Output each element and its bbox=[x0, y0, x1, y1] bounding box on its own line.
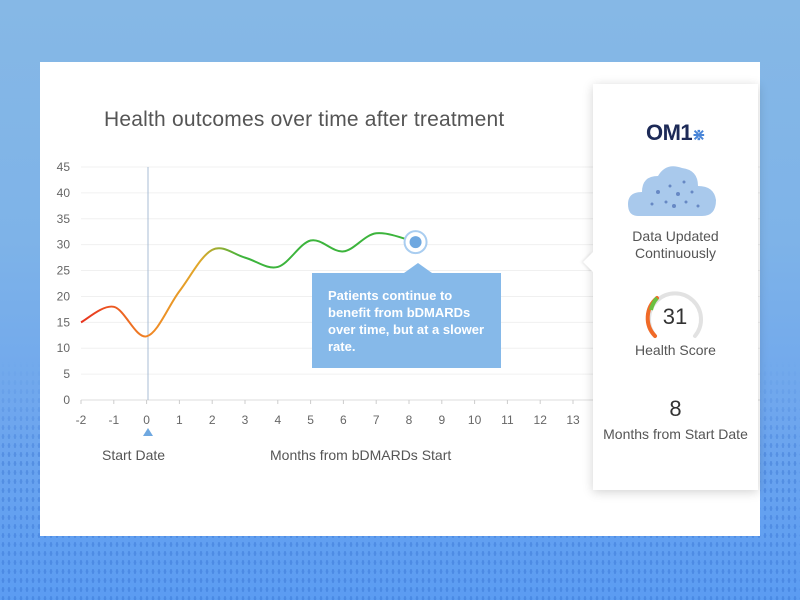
cloud-data-icon bbox=[628, 166, 716, 216]
y-tick-label: 25 bbox=[57, 264, 71, 278]
data-updated-label: Data Updated Continuously bbox=[632, 228, 719, 261]
x-tick-label: 9 bbox=[438, 413, 445, 427]
x-tick-label: 11 bbox=[501, 413, 514, 427]
y-tick-label: 45 bbox=[57, 160, 71, 174]
y-tick-label: 20 bbox=[57, 289, 71, 303]
annotation-callout: Patients continue to benefit from bDMARD… bbox=[312, 263, 501, 368]
start-date-marker-icon bbox=[143, 428, 153, 436]
health-score-value: 31 bbox=[663, 304, 687, 329]
start-date-label: Start Date bbox=[102, 447, 165, 463]
x-tick-label: 1 bbox=[176, 413, 183, 427]
y-tick-label: 10 bbox=[57, 341, 71, 355]
chart-card: Health outcomes over time after treatmen… bbox=[40, 62, 760, 536]
highlight-point[interactable] bbox=[409, 236, 422, 249]
x-tick-label: 13 bbox=[566, 413, 580, 427]
x-axis-label: Months from bDMARDs Start bbox=[270, 447, 451, 463]
x-tick-label: 3 bbox=[242, 413, 249, 427]
chart-title: Health outcomes over time after treatmen… bbox=[104, 108, 505, 131]
x-tick-label: 6 bbox=[340, 413, 347, 427]
om1-logo: OM1⋇ bbox=[645, 120, 706, 145]
x-tick-label: -2 bbox=[76, 413, 87, 427]
x-tick-label: -1 bbox=[108, 413, 119, 427]
x-tick-label: 7 bbox=[373, 413, 380, 427]
x-tick-label: 2 bbox=[209, 413, 216, 427]
y-tick-label: 30 bbox=[57, 238, 71, 252]
y-tick-label: 15 bbox=[57, 315, 71, 329]
logo-mark-icon: ⋇ bbox=[692, 127, 706, 144]
x-tick-label: 0 bbox=[143, 413, 150, 427]
y-tick-label: 40 bbox=[57, 186, 71, 200]
info-panel: OM1⋇ Data Updated Continuously 31 Health… bbox=[593, 84, 758, 490]
x-tick-label: 4 bbox=[274, 413, 281, 427]
x-tick-label: 5 bbox=[307, 413, 314, 427]
y-tick-label: 5 bbox=[63, 367, 70, 381]
x-tick-label: 12 bbox=[534, 413, 548, 427]
x-tick-label: 8 bbox=[406, 413, 413, 427]
health-score-label: Health Score bbox=[635, 342, 716, 358]
y-tick-label: 0 bbox=[63, 393, 70, 407]
months-label: Months from Start Date bbox=[603, 426, 748, 442]
months-value: 8 bbox=[669, 396, 682, 421]
series-line bbox=[80, 232, 416, 338]
x-tick-label: 10 bbox=[468, 413, 482, 427]
y-tick-label: 35 bbox=[57, 212, 71, 226]
health-score-gauge: 31 bbox=[645, 291, 703, 338]
